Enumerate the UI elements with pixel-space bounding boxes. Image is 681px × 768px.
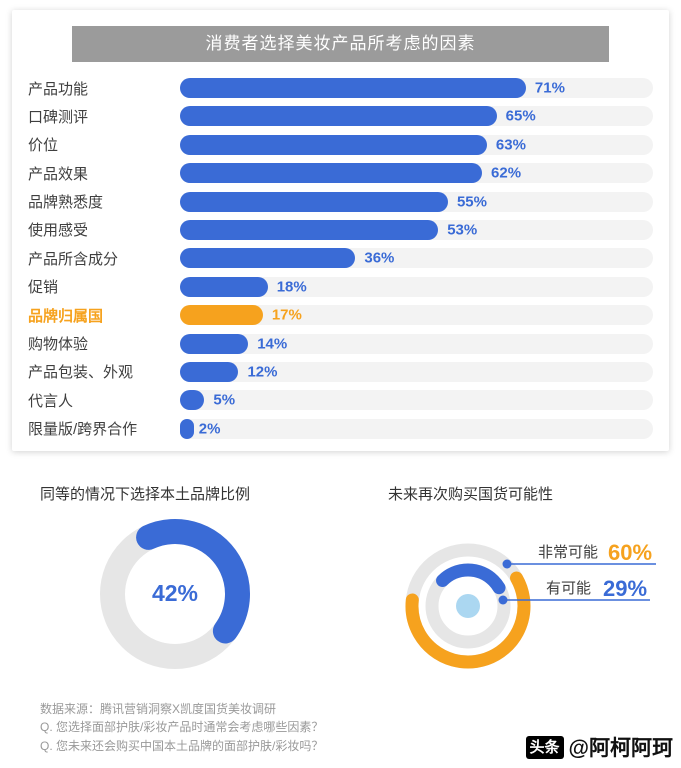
bar-value-label: 62% <box>491 164 522 182</box>
bar-category-label: 价位 <box>28 137 59 155</box>
bar-value-label: 71% <box>534 79 565 97</box>
bar-row: 使用感受 53% <box>28 219 653 240</box>
question-note-1: Q. 您选择面部护肤/彩妆产品时通常会考虑哪些因素？ <box>40 720 324 735</box>
watermark-handle: @阿柯阿珂 <box>568 737 673 760</box>
bar-value-label: 2% <box>198 420 221 438</box>
bar-row: 购物体验 14% <box>28 333 653 354</box>
callout-label-1: 非常可能 <box>538 544 598 561</box>
left-donut-center-label: 42% <box>151 580 199 607</box>
bar-category-label: 产品所含成分 <box>28 250 119 268</box>
bar-row: 产品效果 62% <box>28 163 653 184</box>
left-donut-block: 同等的情况下选择本土品牌比例 42% <box>40 483 360 686</box>
bar-row: 限量版/跨界合作 2% <box>28 418 653 439</box>
bar-fill <box>180 418 194 439</box>
bar-value-label: 14% <box>257 335 288 353</box>
bar-category-label: 购物体验 <box>28 336 89 354</box>
callout-value-2: 29% <box>603 576 647 601</box>
left-donut-svg <box>100 518 250 669</box>
bar-track: 62% <box>180 163 653 184</box>
footnotes: 数据来源：腾讯营销洞察X凯度国货美妆调研 Q. 您选择面部护肤/彩妆产品时通常会… <box>40 700 681 756</box>
bar-category-label: 品牌归属国 <box>28 307 104 325</box>
left-donut-arc <box>100 518 250 669</box>
bar-category-label: 代言人 <box>28 392 74 410</box>
bar-track: 55% <box>180 191 653 212</box>
bar-chart-title: 消费者选择美妆产品所考虑的因素 <box>71 26 610 62</box>
toutiao-logo: 头条 <box>525 735 564 759</box>
bar-chart: 产品功能 71% 口碑测评 65% 价位 63% 产品效果 62% 品牌熟悉度 55% 使用感受 53… <box>28 78 653 439</box>
bar-fill <box>180 219 439 240</box>
bar-track: 2% <box>180 418 653 439</box>
bar-fill <box>180 78 526 98</box>
center-dot <box>456 593 480 618</box>
right-donut-chart: 非常可能 60% 有可能 29% <box>405 540 656 669</box>
bar-row: 产品包装、外观 12% <box>28 361 653 382</box>
bar-value-label: 53% <box>447 221 478 239</box>
bar-value-label: 5% <box>213 391 236 409</box>
bar-track: 17% <box>180 305 653 326</box>
right-donut-title: 未来再次购买国货可能性 <box>388 485 554 503</box>
bar-track: 71% <box>180 78 653 98</box>
bar-track: 5% <box>180 390 653 411</box>
bar-track: 36% <box>180 248 653 269</box>
bar-category-label: 使用感受 <box>28 222 89 240</box>
watermark: 头条 @阿柯阿珂 <box>525 732 673 762</box>
bar-chart-card: 消费者选择美妆产品所考虑的因素 产品功能 71% 口碑测评 65% 价位 63% 产品效果 6… <box>12 10 669 451</box>
bar-fill <box>180 333 249 354</box>
bar-value-label: 17% <box>271 306 302 324</box>
inner-ring-arc <box>425 563 511 649</box>
bar-row: 品牌归属国 17% <box>28 305 653 326</box>
bar-category-label: 口碑测评 <box>28 108 89 126</box>
left-donut-chart: 42% <box>95 514 255 674</box>
bar-fill <box>180 106 497 127</box>
bar-row: 代言人 5% <box>28 390 653 411</box>
bar-value-label: 55% <box>456 193 487 211</box>
bar-category-label: 产品功能 <box>28 80 89 98</box>
bar-category-label: 限量版/跨界合作 <box>28 421 138 439</box>
left-donut-title: 同等的情况下选择本土品牌比例 <box>40 485 251 503</box>
bar-fill <box>180 390 205 411</box>
bar-fill <box>180 361 239 382</box>
bar-row: 产品功能 71% <box>28 78 653 98</box>
bar-fill <box>180 248 356 269</box>
bar-value-label: 12% <box>247 363 278 381</box>
bar-track: 14% <box>180 333 653 354</box>
bar-fill <box>180 134 487 155</box>
bar-category-label: 品牌熟悉度 <box>28 194 104 212</box>
right-donut-block: 未来再次购买国货可能性 非常可能 60% 有可能 29% <box>360 483 681 686</box>
bar-track: 63% <box>180 134 653 155</box>
bar-row: 价位 63% <box>28 134 653 155</box>
bar-fill <box>180 276 268 297</box>
bar-fill <box>180 191 448 212</box>
bar-row: 口碑测评 65% <box>28 106 653 127</box>
bar-category-label: 产品效果 <box>28 165 89 183</box>
bar-fill <box>180 163 483 184</box>
infographic-page: 消费者选择美妆产品所考虑的因素 产品功能 71% 口碑测评 65% 价位 63% 产品效果 6… <box>0 10 681 760</box>
bar-value-label: 36% <box>364 249 395 267</box>
bar-fill <box>180 305 263 326</box>
bar-track: 53% <box>180 219 653 240</box>
bar-track: 18% <box>180 276 653 297</box>
donut-section: 同等的情况下选择本土品牌比例 42% 未来再次购买国货可能性 <box>0 483 681 686</box>
bar-value-label: 65% <box>505 107 536 125</box>
outer-ring-arc <box>405 543 531 669</box>
data-source-note: 数据来源：腾讯营销洞察X凯度国货美妆调研 <box>40 701 277 716</box>
bar-category-label: 产品包装、外观 <box>28 364 134 382</box>
bar-track: 12% <box>180 361 653 382</box>
bar-value-label: 18% <box>276 278 307 296</box>
bar-row: 品牌熟悉度 55% <box>28 191 653 212</box>
bar-value-label: 63% <box>495 136 526 154</box>
callout-label-2: 有可能 <box>546 580 591 597</box>
bar-row: 促销 18% <box>28 276 653 297</box>
callout-value-1: 60% <box>608 540 652 565</box>
bar-row: 产品所含成分 36% <box>28 248 653 269</box>
question-note-2: Q. 您未来还会购买中国本土品牌的面部护肤/彩妆吗？ <box>40 738 324 753</box>
callout-dot-2 <box>498 595 508 605</box>
bar-track: 65% <box>180 106 653 127</box>
callout-dot-1 <box>502 559 512 569</box>
bar-category-label: 促销 <box>28 279 59 297</box>
